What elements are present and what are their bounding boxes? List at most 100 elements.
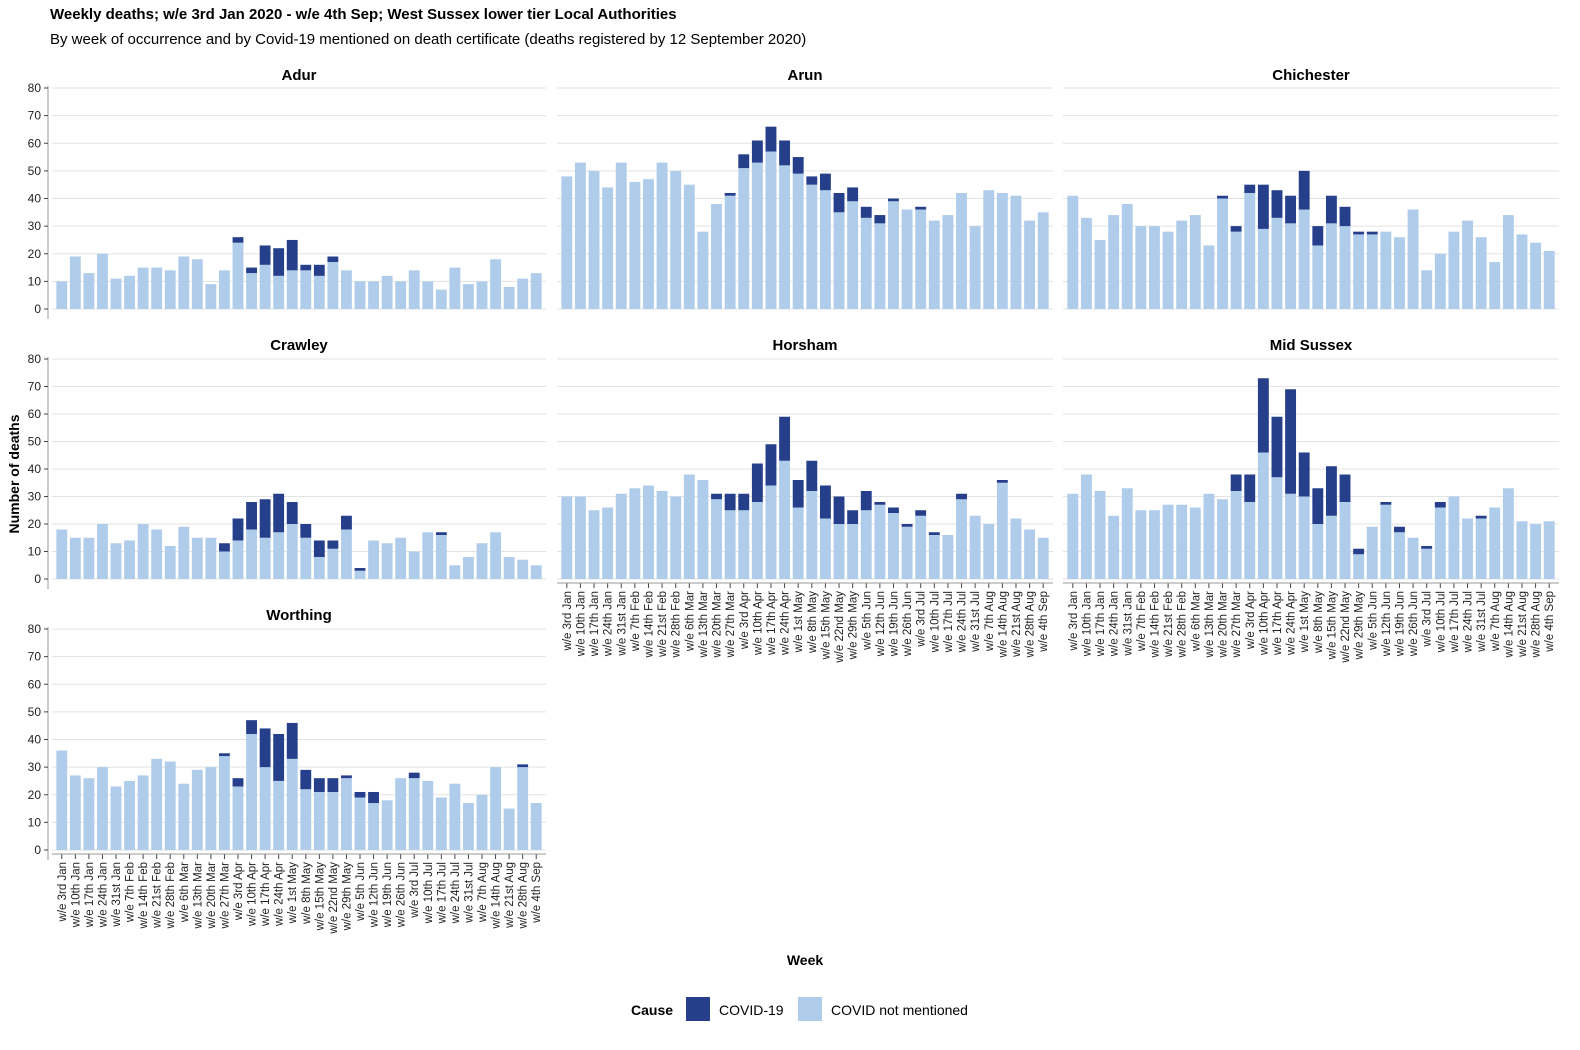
bar-not-mentioned [463, 284, 474, 309]
bar-covid [1421, 546, 1433, 549]
x-tick-label: w/e 28th Feb [165, 862, 177, 929]
bar-not-mentioned [1094, 491, 1106, 579]
bar-covid [996, 480, 1008, 483]
bar-not-mentioned [110, 278, 122, 309]
x-tick-label: w/e 21st Aug [1011, 591, 1023, 658]
bar-covid [874, 215, 886, 224]
bar-not-mentioned [395, 281, 407, 309]
panel-title-mid-sussex: Mid Sussex [1270, 337, 1353, 354]
bar-covid [300, 264, 312, 271]
bar-not-mentioned [449, 267, 461, 309]
x-tick-label: w/e 5th Jun [861, 591, 873, 651]
bar-not-mentioned [341, 778, 352, 850]
bar-covid [408, 772, 420, 779]
x-tick-label: w/e 31st Jul [1476, 591, 1488, 653]
bar-not-mentioned [792, 507, 804, 579]
y-tick-label: 10 [28, 274, 42, 288]
bar-covid [354, 791, 366, 798]
bar-not-mentioned [806, 184, 818, 309]
bar-covid [1380, 502, 1392, 505]
x-tick-label: w/e 17th Jan [589, 591, 601, 657]
bar-not-mentioned [656, 491, 668, 579]
x-tick-label: w/e 7th Aug [477, 862, 489, 923]
bar-covid [273, 248, 285, 276]
bar-not-mentioned [354, 281, 366, 309]
bar-not-mentioned [996, 482, 1008, 579]
x-tick-label: w/e 4th Sep [531, 862, 543, 924]
x-tick-label: w/e 20th Mar [1218, 591, 1230, 659]
y-tick-label: 10 [28, 815, 42, 829]
bar-covid [888, 507, 899, 513]
bar-not-mentioned [97, 767, 108, 850]
x-tick-label: w/e 10th Jan [575, 591, 587, 657]
bar-not-mentioned [969, 226, 981, 309]
bar-not-mentioned [408, 778, 420, 850]
bar-not-mentioned [711, 204, 722, 309]
bar-covid [751, 140, 763, 163]
x-tick-label: w/e 14th Aug [997, 591, 1009, 659]
y-tick-label: 60 [28, 407, 42, 421]
bar-not-mentioned [490, 532, 501, 579]
bar-covid [833, 192, 845, 213]
bar-not-mentioned [476, 794, 488, 850]
bar-not-mentioned [1380, 231, 1392, 309]
bar-not-mentioned [1067, 195, 1079, 309]
bar-covid [259, 728, 271, 768]
x-tick-label: w/e 3rd Apr [1245, 591, 1257, 650]
x-tick-label: w/e 24th Jan [97, 862, 109, 928]
bar-not-mentioned [670, 496, 682, 579]
bar-not-mentioned [1244, 192, 1256, 309]
y-tick-label: 50 [28, 705, 42, 719]
x-tick-label: w/e 4th Sep [1544, 591, 1556, 653]
bar-covid [724, 192, 736, 196]
bar-not-mentioned [588, 170, 600, 309]
x-tick-label: w/e 10th Jul [929, 591, 941, 653]
bar-not-mentioned [368, 803, 379, 850]
bar-not-mentioned [1407, 537, 1419, 579]
x-tick-label: w/e 5th Jun [355, 862, 367, 922]
bar-covid [915, 510, 927, 516]
bar-not-mentioned [368, 540, 379, 579]
bar-not-mentioned [738, 168, 750, 309]
bar-not-mentioned [1285, 223, 1297, 309]
x-tick-label: w/e 14th Feb [643, 591, 655, 658]
bar-not-mentioned [517, 559, 529, 579]
bar-not-mentioned [408, 551, 420, 579]
bar-not-mentioned [874, 223, 886, 309]
bar-covid [792, 157, 804, 174]
x-tick-label: w/e 28th Aug [1025, 591, 1037, 659]
bar-not-mentioned [983, 524, 995, 579]
x-tick-label: w/e 7th Feb [630, 591, 642, 652]
bar-not-mentioned [1434, 253, 1446, 309]
bar-not-mentioned [1421, 548, 1433, 579]
bar-not-mentioned [1448, 231, 1460, 309]
bar-not-mentioned [1339, 502, 1351, 579]
x-tick-label: w/e 26th Jun [1408, 591, 1420, 657]
bar-not-mentioned [286, 270, 298, 309]
bar-covid [806, 176, 818, 185]
bar-not-mentioned [1037, 537, 1049, 579]
bar-not-mentioned [1353, 234, 1365, 309]
bar-not-mentioned [327, 262, 339, 309]
bar-covid [286, 502, 298, 524]
bar-covid [341, 515, 352, 530]
x-tick-label: w/e 10th Jan [70, 862, 82, 928]
bar-not-mentioned [1024, 529, 1036, 579]
bar-not-mentioned [724, 195, 736, 309]
x-tick-label: w/e 17th Jan [1095, 591, 1107, 657]
bar-covid [724, 493, 736, 511]
x-tick-label: w/e 7th Feb [1136, 591, 1148, 652]
x-tick-label: w/e 14th Aug [1503, 591, 1515, 659]
bar-not-mentioned [1244, 502, 1256, 579]
x-tick-label: w/e 6th Mar [1190, 591, 1202, 652]
x-tick-label: w/e 15th May [314, 862, 326, 932]
bar-not-mentioned [1394, 532, 1405, 579]
bar-not-mentioned [232, 242, 244, 309]
bar-not-mentioned [1010, 195, 1022, 309]
bar-not-mentioned [629, 181, 641, 309]
x-tick-label: w/e 8th May [1313, 591, 1325, 654]
bar-not-mentioned [164, 761, 176, 850]
x-tick-label: w/e 7th Feb [125, 862, 137, 923]
bar-covid [1394, 526, 1405, 533]
